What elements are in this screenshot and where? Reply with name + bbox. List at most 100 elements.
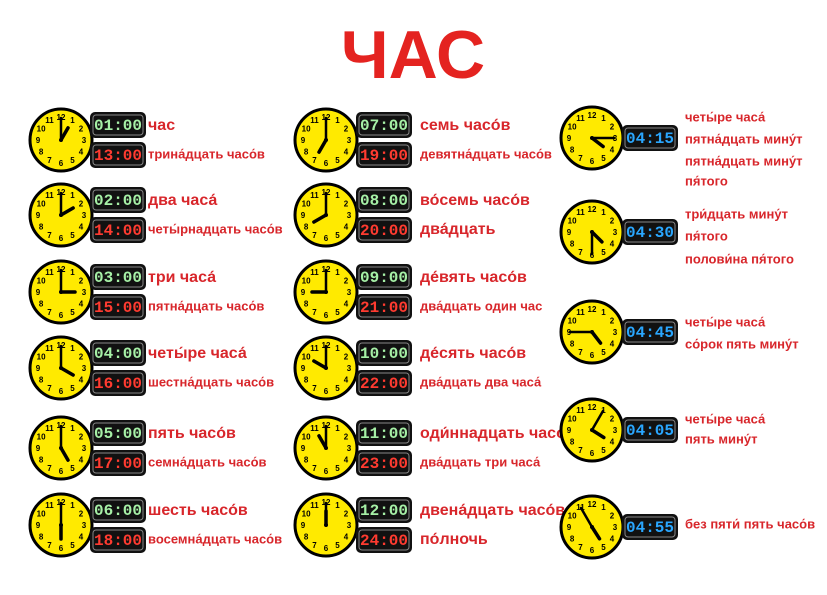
night-label: два́дцать три часа́	[420, 454, 541, 469]
day-label: во́семь часо́в	[420, 192, 530, 209]
clock-numeral: 2	[79, 433, 84, 442]
clock-numeral: 11	[310, 116, 319, 125]
clock-numeral: 5	[335, 231, 340, 240]
clock-numeral: 3	[613, 134, 618, 143]
clock-numeral: 9	[301, 444, 306, 453]
digital-time: 19:00	[360, 147, 408, 165]
digital-time: 24:00	[360, 532, 408, 550]
digital-screen	[358, 266, 410, 288]
clock-numeral: 7	[578, 543, 583, 552]
clock-numeral: 7	[47, 384, 52, 393]
clock-numeral: 3	[82, 136, 87, 145]
digital-time: 04:05	[626, 422, 674, 440]
hour-hand	[312, 359, 328, 370]
day-label: де́сять часо́в	[420, 345, 526, 362]
hour-hand	[59, 446, 70, 462]
clock-numeral: 3	[347, 136, 352, 145]
clock-numeral: 11	[45, 501, 54, 510]
clock-numeral: 8	[39, 376, 44, 385]
clock-numeral: 5	[335, 464, 340, 473]
digital-time: 01:00	[94, 117, 142, 135]
night-label: восемна́дцать часо́в	[148, 531, 282, 546]
clock-numeral: 3	[347, 521, 352, 530]
minute-label: четы́ре часа́	[685, 314, 766, 329]
clock-numeral: 9	[36, 136, 41, 145]
clock-numeral: 11	[45, 116, 54, 125]
clock-numeral: 6	[59, 544, 64, 553]
clock-numeral: 9	[301, 364, 306, 373]
clock-numeral: 2	[79, 125, 84, 134]
clock-numeral: 2	[610, 123, 615, 132]
digital-screen	[92, 266, 144, 288]
clock-numeral: 6	[590, 251, 595, 260]
clock-numeral: 11	[45, 191, 54, 200]
clock-numeral: 8	[570, 340, 575, 349]
clock-numeral: 2	[344, 433, 349, 442]
clock-numeral: 3	[347, 211, 352, 220]
hour-hand	[590, 230, 604, 244]
clock-numeral: 11	[310, 268, 319, 277]
clock-numeral: 9	[36, 444, 41, 453]
clock-numeral: 1	[335, 501, 340, 510]
clock-numeral: 7	[312, 384, 317, 393]
clock-numeral: 8	[570, 240, 575, 249]
minute-label: четы́ре часа́	[685, 411, 766, 426]
clock-numeral: 2	[610, 217, 615, 226]
digital-time: 13:00	[94, 147, 142, 165]
day-label: два часа́	[148, 192, 217, 209]
clock-numeral: 12	[588, 205, 597, 214]
digital-time: 14:00	[94, 222, 142, 240]
clock-numeral: 10	[37, 353, 46, 362]
clock-numeral: 4	[344, 376, 349, 385]
clock-numeral: 1	[601, 114, 606, 123]
hour-hand	[590, 525, 602, 541]
clock-numeral: 5	[335, 308, 340, 317]
clock-numeral: 11	[310, 501, 319, 510]
night-label: два́дцать два часа́	[420, 374, 542, 389]
clock-numeral: 7	[312, 156, 317, 165]
clock-numeral: 11	[310, 424, 319, 433]
clock-numeral: 6	[324, 544, 329, 553]
minute-label: пятна́дцать мину́т	[685, 153, 803, 168]
clock-numeral: 3	[613, 523, 618, 532]
clock-numeral: 5	[70, 541, 75, 550]
clock-pin	[590, 330, 594, 334]
digital-time: 06:00	[94, 502, 142, 520]
clock-numeral: 3	[613, 328, 618, 337]
clock-numeral: 11	[576, 406, 585, 415]
digital-screen	[624, 221, 676, 243]
clock-numeral: 3	[82, 288, 87, 297]
digital-screen	[358, 144, 410, 166]
clock-numeral: 5	[70, 464, 75, 473]
clock-numeral: 5	[335, 384, 340, 393]
clock-pin	[59, 290, 63, 294]
clock-numeral: 2	[79, 510, 84, 519]
digital-time: 16:00	[94, 375, 142, 393]
clock-pin	[590, 230, 594, 234]
clock-numeral: 5	[601, 446, 606, 455]
clock-pin	[59, 446, 63, 450]
minute-label: со́рок пять мину́т	[685, 336, 799, 351]
clock-numeral: 12	[588, 403, 597, 412]
digital-time: 08:00	[360, 192, 408, 210]
clock-numeral: 6	[59, 234, 64, 243]
digital-screen	[358, 189, 410, 211]
clock-numeral: 9	[36, 364, 41, 373]
night-label: семна́дцать часо́в	[148, 454, 267, 469]
hour-hand	[59, 206, 75, 217]
clock-numeral: 4	[610, 146, 615, 155]
clock-numeral: 6	[324, 234, 329, 243]
digital-time: 04:30	[626, 224, 674, 242]
digital-screen	[358, 114, 410, 136]
day-label: семь часо́в	[420, 117, 511, 134]
clock-numeral: 12	[588, 500, 597, 509]
clock-pin	[59, 366, 63, 370]
clock-numeral: 9	[36, 288, 41, 297]
minute-label: пя́того	[685, 173, 728, 188]
clock-numeral: 6	[324, 467, 329, 476]
clock-numeral: 2	[344, 277, 349, 286]
clock-numeral: 2	[610, 317, 615, 326]
